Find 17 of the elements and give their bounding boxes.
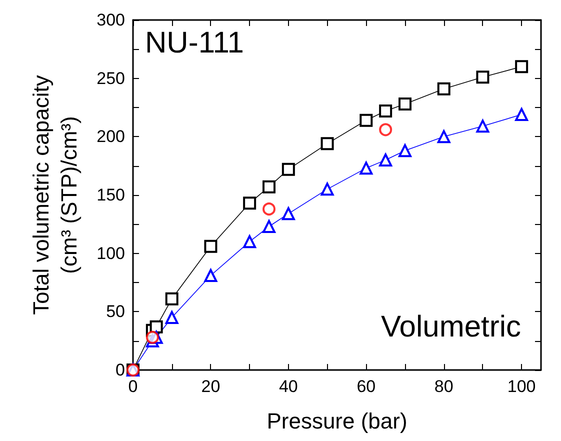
x-tick-label: 60 bbox=[356, 377, 376, 396]
y-tick-label: 300 bbox=[96, 10, 125, 30]
annotation: Volumetric bbox=[380, 310, 522, 344]
y-tick-label: 100 bbox=[96, 244, 125, 263]
x-tick-label: 40 bbox=[278, 377, 298, 396]
y-tick-label: 150 bbox=[96, 186, 125, 204]
x-tick-label: 20 bbox=[201, 377, 220, 396]
x-tick-label: 0 bbox=[128, 377, 138, 396]
y-tick-label: 250 bbox=[96, 68, 125, 88]
y-axis-title: Total volumetric capacity (cm³ (STP)/cm³) bbox=[28, 75, 82, 315]
y-tick-label: 0 bbox=[116, 360, 125, 380]
x-tick-label: 80 bbox=[434, 377, 454, 396]
y-tick-label: 200 bbox=[96, 127, 125, 146]
x-tick-label: 100 bbox=[507, 377, 536, 396]
annotation: NU-111 bbox=[145, 26, 244, 60]
y-tick-label: 50 bbox=[106, 302, 125, 322]
x-axis-title: Pressure (bar) bbox=[266, 408, 408, 434]
